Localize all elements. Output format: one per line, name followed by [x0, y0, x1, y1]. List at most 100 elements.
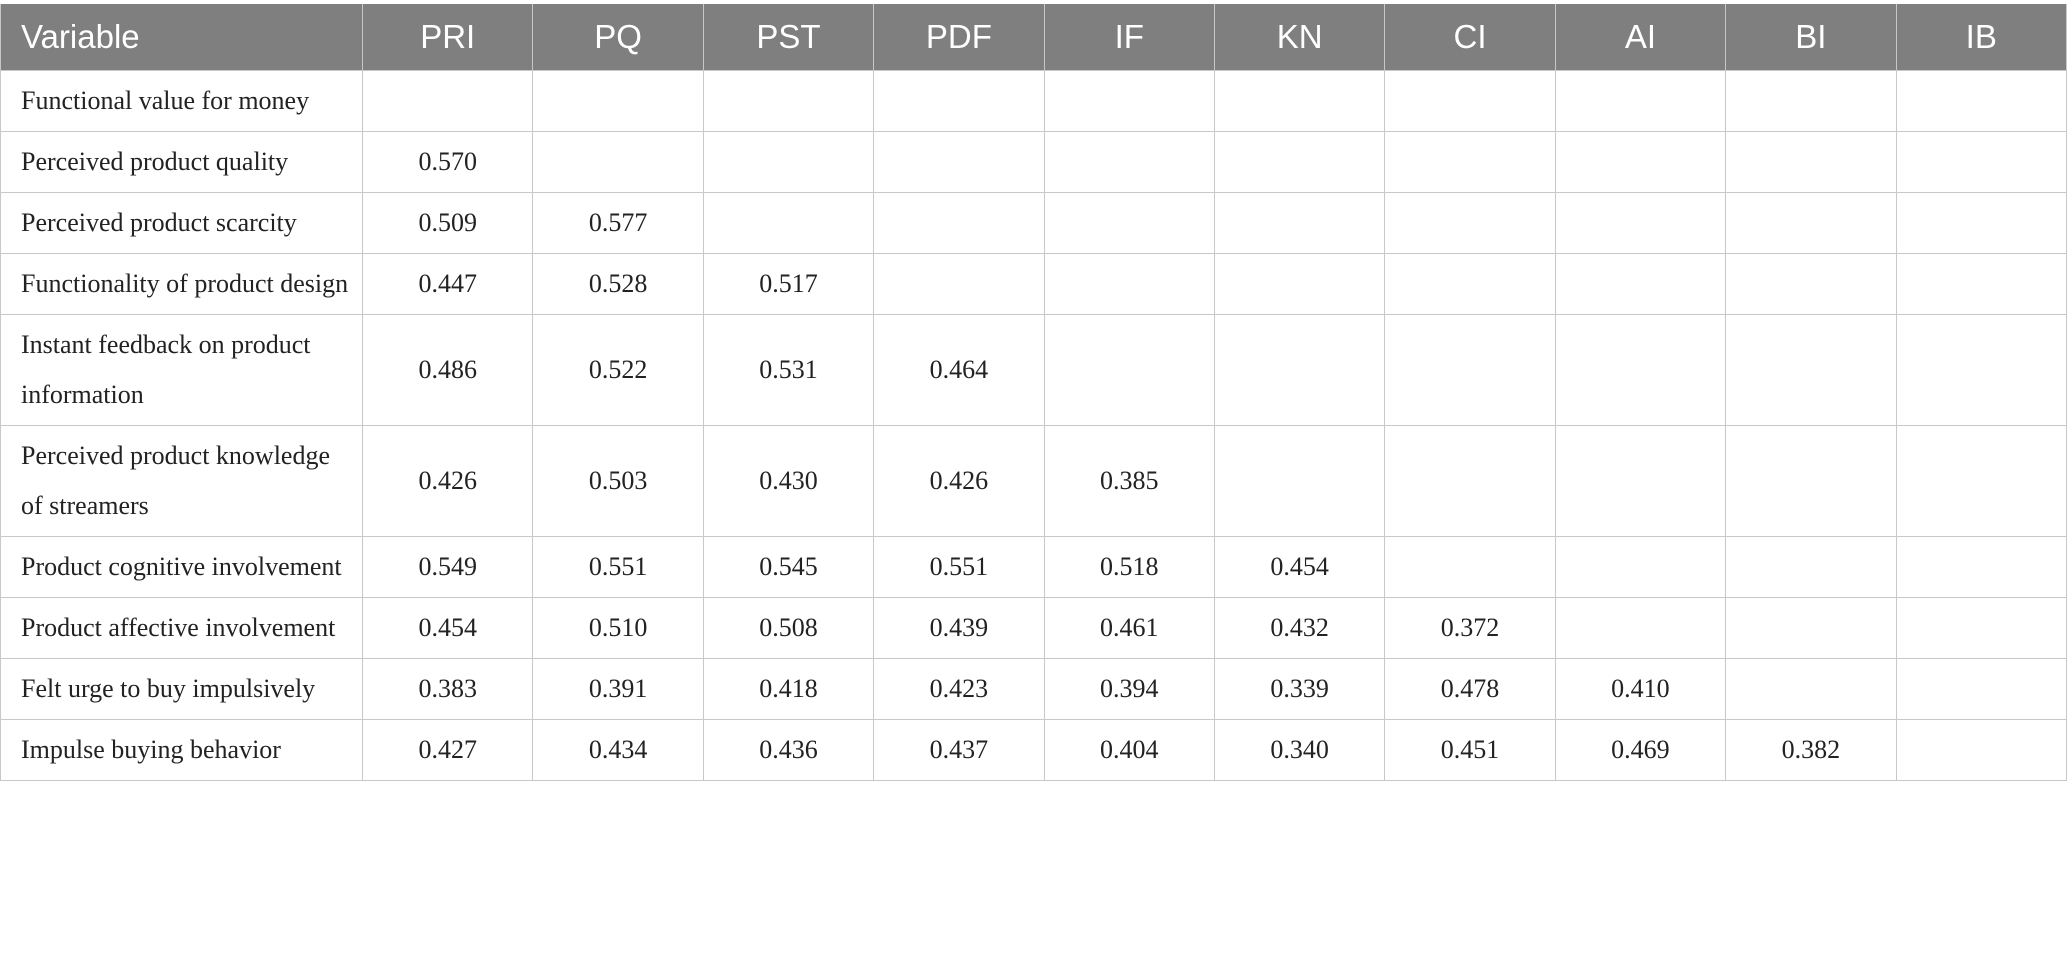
- empty-cell: [873, 253, 1045, 315]
- empty-cell: [1725, 192, 1897, 254]
- variable-cell: Product cognitive involvement: [0, 536, 363, 598]
- empty-cell: [1895, 131, 2067, 193]
- value-cell: 0.509: [361, 192, 534, 254]
- value-cell: 0.430: [702, 425, 875, 537]
- value-cell: 0.418: [702, 658, 875, 720]
- table-row: Functionality of product design 0.447 0.52…: [0, 253, 2067, 315]
- variable-cell: Impulse buying behavior: [0, 719, 363, 781]
- variable-cell: Functionality of product design: [0, 253, 363, 315]
- value-cell: 0.439: [873, 597, 1045, 659]
- empty-cell: [1213, 131, 1386, 193]
- header-row: Variable PRI PQ PST PDF IF KN CI AI BI IB: [0, 4, 2067, 71]
- column-header: IF: [1043, 4, 1215, 71]
- empty-cell: [1384, 536, 1556, 598]
- value-cell: 0.451: [1384, 719, 1556, 781]
- empty-cell: [1213, 70, 1386, 132]
- value-cell: 0.437: [873, 719, 1045, 781]
- value-cell: 0.394: [1043, 658, 1215, 720]
- empty-cell: [1554, 597, 1727, 659]
- value-cell: 0.549: [361, 536, 534, 598]
- empty-cell: [1384, 253, 1556, 315]
- empty-cell: [1213, 314, 1386, 426]
- value-cell: 0.372: [1384, 597, 1556, 659]
- column-header: PDF: [873, 4, 1045, 71]
- value-cell: 0.551: [873, 536, 1045, 598]
- value-cell: 0.340: [1213, 719, 1386, 781]
- value-cell: 0.427: [361, 719, 534, 781]
- empty-cell: [1384, 314, 1556, 426]
- table-row: Product affective involvement 0.454 0.510 0…: [0, 597, 2067, 659]
- value-cell: 0.383: [361, 658, 534, 720]
- empty-cell: [1384, 70, 1556, 132]
- empty-cell: [1554, 536, 1727, 598]
- column-header: IB: [1895, 4, 2067, 71]
- column-header: PQ: [532, 4, 704, 71]
- column-header: Variable: [0, 4, 363, 71]
- empty-cell: [532, 131, 704, 193]
- empty-cell: [1554, 253, 1727, 315]
- variable-cell: Perceived product scarcity: [0, 192, 363, 254]
- empty-cell: [1384, 425, 1556, 537]
- value-cell: 0.382: [1725, 719, 1897, 781]
- column-header: AI: [1554, 4, 1727, 71]
- empty-cell: [873, 131, 1045, 193]
- empty-cell: [1213, 425, 1386, 537]
- empty-cell: [1725, 597, 1897, 659]
- value-cell: 0.461: [1043, 597, 1215, 659]
- value-cell: 0.391: [532, 658, 704, 720]
- value-cell: 0.551: [532, 536, 704, 598]
- value-cell: 0.517: [702, 253, 875, 315]
- column-header: PRI: [361, 4, 534, 71]
- value-cell: 0.432: [1213, 597, 1386, 659]
- empty-cell: [1725, 536, 1897, 598]
- empty-cell: [873, 70, 1045, 132]
- empty-cell: [1554, 425, 1727, 537]
- empty-cell: [532, 70, 704, 132]
- value-cell: 0.545: [702, 536, 875, 598]
- empty-cell: [1725, 253, 1897, 315]
- value-cell: 0.510: [532, 597, 704, 659]
- empty-cell: [1554, 192, 1727, 254]
- variable-cell: Perceived product quality: [0, 131, 363, 193]
- value-cell: 0.423: [873, 658, 1045, 720]
- empty-cell: [1043, 314, 1215, 426]
- value-cell: 0.447: [361, 253, 534, 315]
- table-row: Perceived product quality 0.570: [0, 131, 2067, 193]
- empty-cell: [1895, 658, 2067, 720]
- empty-cell: [1213, 253, 1386, 315]
- value-cell: 0.410: [1554, 658, 1727, 720]
- correlation-table: Variable PRI PQ PST PDF IF KN CI AI BI IB Function…: [0, 4, 2067, 781]
- column-header: CI: [1384, 4, 1556, 71]
- empty-cell: [1725, 131, 1897, 193]
- empty-cell: [1895, 536, 2067, 598]
- table-row: Functional value for money: [0, 70, 2067, 132]
- variable-cell: Product affective involvement: [0, 597, 363, 659]
- value-cell: 0.454: [1213, 536, 1386, 598]
- empty-cell: [1725, 70, 1897, 132]
- empty-cell: [1725, 314, 1897, 426]
- value-cell: 0.531: [702, 314, 875, 426]
- empty-cell: [1895, 253, 2067, 315]
- value-cell: 0.436: [702, 719, 875, 781]
- empty-cell: [1554, 70, 1727, 132]
- value-cell: 0.478: [1384, 658, 1556, 720]
- value-cell: 0.464: [873, 314, 1045, 426]
- table-row: Felt urge to buy impulsively 0.383 0.391 0.…: [0, 658, 2067, 720]
- empty-cell: [361, 70, 534, 132]
- column-header: PST: [702, 4, 875, 71]
- value-cell: 0.577: [532, 192, 704, 254]
- empty-cell: [1554, 314, 1727, 426]
- empty-cell: [702, 131, 875, 193]
- empty-cell: [1895, 314, 2067, 426]
- empty-cell: [1895, 192, 2067, 254]
- variable-cell: Perceived product knowledge of streamers: [0, 425, 363, 537]
- empty-cell: [1213, 192, 1386, 254]
- column-header: BI: [1725, 4, 1897, 71]
- empty-cell: [1725, 658, 1897, 720]
- value-cell: 0.469: [1554, 719, 1727, 781]
- value-cell: 0.503: [532, 425, 704, 537]
- empty-cell: [1725, 425, 1897, 537]
- empty-cell: [1895, 597, 2067, 659]
- empty-cell: [1895, 70, 2067, 132]
- table-row: Perceived product knowledge of streamers…: [0, 425, 2067, 537]
